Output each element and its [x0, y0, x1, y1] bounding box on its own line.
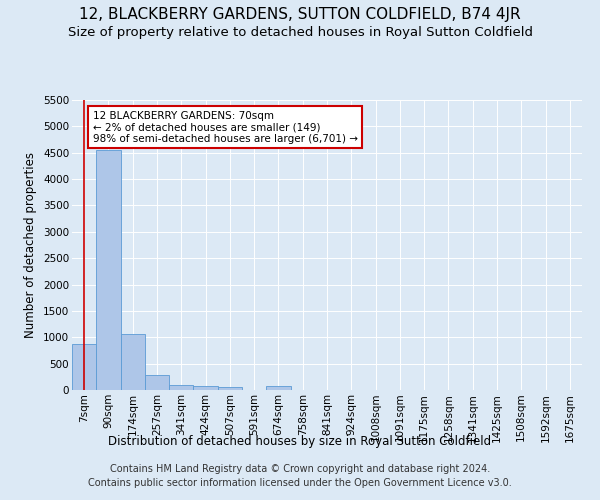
Bar: [72, 344, 96, 390]
Text: 12 BLACKBERRY GARDENS: 70sqm
← 2% of detached houses are smaller (149)
98% of se: 12 BLACKBERRY GARDENS: 70sqm ← 2% of det…: [92, 110, 358, 144]
Bar: [266, 386, 290, 390]
Bar: [193, 386, 218, 390]
Text: Size of property relative to detached houses in Royal Sutton Coldfield: Size of property relative to detached ho…: [67, 26, 533, 39]
Text: 12, BLACKBERRY GARDENS, SUTTON COLDFIELD, B74 4JR: 12, BLACKBERRY GARDENS, SUTTON COLDFIELD…: [79, 8, 521, 22]
Bar: [96, 150, 121, 390]
Bar: [169, 384, 193, 390]
Text: Contains HM Land Registry data © Crown copyright and database right 2024.
Contai: Contains HM Land Registry data © Crown c…: [88, 464, 512, 487]
Bar: [121, 334, 145, 390]
Bar: [218, 387, 242, 390]
Bar: [145, 374, 169, 390]
Text: Distribution of detached houses by size in Royal Sutton Coldfield: Distribution of detached houses by size …: [109, 435, 491, 448]
Y-axis label: Number of detached properties: Number of detached properties: [25, 152, 37, 338]
